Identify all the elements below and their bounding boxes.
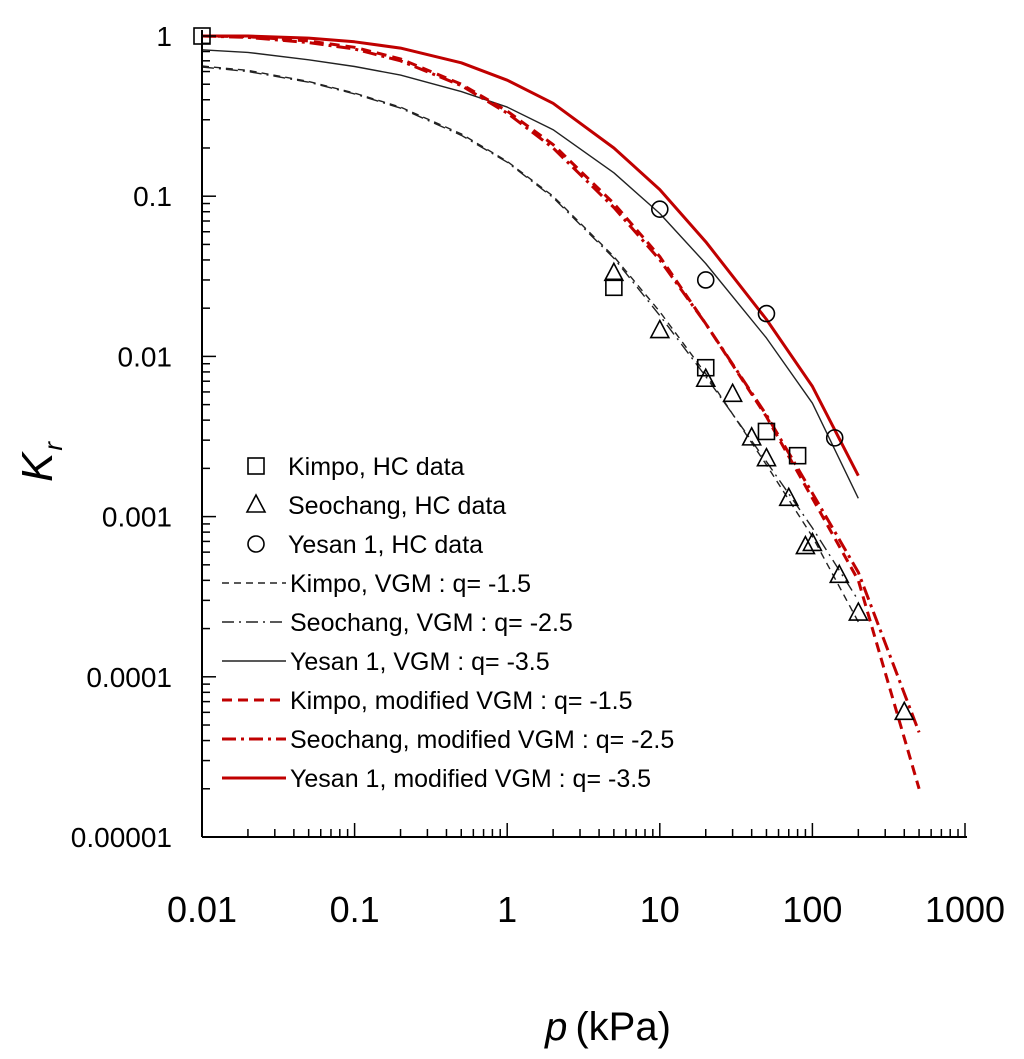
x-tick-label: 1 bbox=[497, 889, 517, 930]
data-point-circle bbox=[247, 535, 265, 553]
data-point-circle bbox=[825, 429, 844, 447]
legend-label: Kimpo, HC data bbox=[288, 453, 465, 481]
data-point-circle bbox=[650, 200, 669, 218]
data-point-square bbox=[247, 457, 265, 475]
y-tick-label: 0.00001 bbox=[71, 822, 172, 853]
data-point-triangle bbox=[756, 446, 777, 467]
data-point-square bbox=[757, 422, 776, 441]
model-curve bbox=[201, 66, 859, 601]
data-point-circle bbox=[757, 304, 776, 323]
data-point-triangle bbox=[828, 563, 850, 584]
y-tick-label: 0.0001 bbox=[86, 662, 172, 693]
data-point-triangle bbox=[893, 700, 915, 721]
model-curve bbox=[202, 34, 860, 477]
y-axis-title: Kr bbox=[13, 441, 68, 482]
model-curve bbox=[201, 65, 859, 623]
data-point-triangle bbox=[848, 601, 869, 621]
data-point-triangle bbox=[778, 486, 800, 507]
data-point-triangle bbox=[603, 261, 625, 282]
data-point-triangle bbox=[695, 367, 717, 388]
x-axis-title: p (kPa) bbox=[544, 1005, 671, 1049]
legend-label: Kimpo, modified VGM : q= -1.5 bbox=[290, 687, 633, 715]
y-axis-title-subscript: r bbox=[38, 441, 68, 451]
y-tick-label: 0.1 bbox=[133, 181, 172, 212]
x-tick-labels: 0.01 0.1 1 10 100 1000 bbox=[167, 889, 1005, 930]
legend-label: Yesan 1, VGM : q= -3.5 bbox=[290, 648, 550, 676]
data-point-square bbox=[605, 278, 623, 297]
legend: Kimpo, HC data Seochang, HC data Yesan 1, … bbox=[222, 453, 674, 793]
data-point-square bbox=[788, 446, 807, 465]
y-tick-labels: 1 0.1 0.01 0.001 0.0001 0.00001 bbox=[71, 21, 172, 853]
data-point-square bbox=[696, 358, 715, 377]
x-tick-label: 1000 bbox=[925, 889, 1005, 930]
legend-label: Seochang, HC data bbox=[288, 492, 506, 520]
axes bbox=[201, 30, 967, 838]
legend-label: Yesan 1, HC data bbox=[288, 531, 483, 559]
legend-label: Seochang, modified VGM : q= -2.5 bbox=[290, 726, 674, 754]
data-point-triangle bbox=[649, 318, 671, 339]
y-tick-label: 0.01 bbox=[118, 341, 173, 372]
data-point-triangle bbox=[795, 534, 816, 555]
data-point-triangle bbox=[245, 493, 267, 513]
legend-label: Kimpo, VGM : q= -1.5 bbox=[290, 570, 531, 598]
y-tick-label: 0.001 bbox=[102, 502, 172, 533]
model-curve bbox=[201, 49, 859, 499]
x-tick-label: 100 bbox=[782, 889, 842, 930]
legend-label: Yesan 1, modified VGM : q= -3.5 bbox=[290, 765, 651, 793]
x-tick-label: 10 bbox=[640, 889, 680, 930]
model-curve bbox=[201, 34, 921, 790]
data-point-circle bbox=[696, 271, 715, 289]
y-tick-label: 1 bbox=[156, 21, 172, 52]
x-tick-label: 0.1 bbox=[330, 889, 380, 930]
data-point-triangle bbox=[802, 531, 823, 552]
data-point-triangle bbox=[741, 426, 763, 446]
legend-label: Seochang, VGM : q= -2.5 bbox=[290, 609, 573, 637]
data-point-triangle bbox=[722, 382, 743, 403]
x-tick-label: 0.01 bbox=[167, 889, 237, 930]
plot-area bbox=[193, 27, 921, 790]
